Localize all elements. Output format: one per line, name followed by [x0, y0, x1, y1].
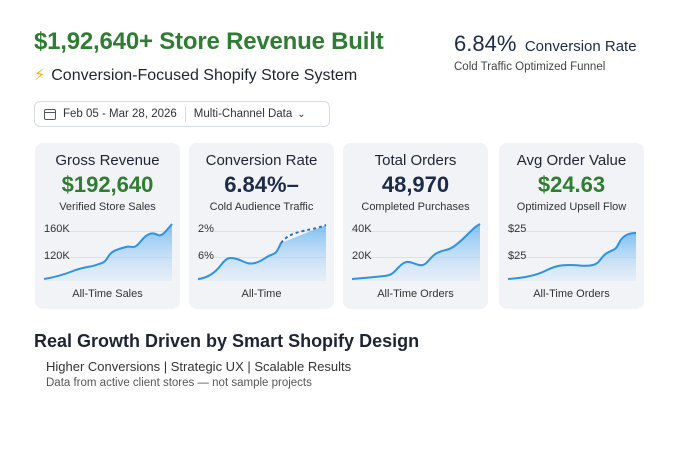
chevron-down-icon[interactable]: ⌄: [297, 108, 306, 120]
section-title: Real Growth Driven by Smart Shopify Desi…: [34, 331, 420, 351]
y-tick-label: 40K: [352, 223, 372, 235]
section-subtitle: Higher Conversions | Strategic UX | Scal…: [46, 359, 352, 374]
section-note: Data from active client stores — not sam…: [46, 377, 312, 389]
subline-text: Conversion-Focused Shopify Store System: [51, 67, 358, 84]
sparkline-area: [352, 224, 480, 281]
gridline: [351, 231, 480, 232]
y-tick-label: 2%: [198, 223, 214, 235]
card-desc: Verified Store Sales: [59, 201, 156, 213]
card-avg-order-value: Avg Order Value $24.63 Optimized Upsell …: [499, 143, 644, 309]
card-desc: Optimized Upsell Flow: [516, 201, 627, 213]
card-total-orders: Total Orders 48,970 Completed Purchases …: [343, 143, 488, 309]
subline: ⚡ Conversion-Focused Shopify Store System: [34, 65, 357, 85]
card-value: $24.63: [537, 172, 606, 197]
sparkline-chart: [507, 232, 637, 281]
divider: [184, 106, 186, 122]
card-footer: All-Time Orders: [533, 288, 610, 300]
sparkline-line: [507, 232, 637, 280]
card-desc: Cold Audience Traffic: [209, 201, 314, 213]
y-tick-label: 160K: [44, 223, 70, 235]
conversion-subtitle: Cold Traffic Optimized Funnel: [454, 61, 606, 73]
sparkline-line: [43, 223, 173, 280]
gridline: [43, 231, 172, 232]
card-value: 48,970: [381, 172, 450, 197]
y-tick-label: 6%: [198, 250, 214, 262]
gridline: [507, 257, 636, 258]
y-tick-label: 120K: [44, 250, 70, 262]
sparkline-chart: [197, 224, 327, 281]
card-gross-revenue: Gross Revenue $192,640 Verified Store Sa…: [35, 143, 180, 309]
card-title: Total Orders: [374, 152, 457, 169]
sparkline-chart: [351, 223, 481, 281]
y-tick-label: $25: [508, 250, 527, 262]
y-tick-label: $25: [508, 223, 527, 235]
sparkline-line: [197, 242, 282, 280]
date-range[interactable]: Feb 05 - Mar 28, 2026: [63, 108, 177, 120]
card-conversion-rate: Conversion Rate 6.84%– Cold Audience Tra…: [189, 143, 334, 309]
gridline: [351, 257, 480, 258]
calendar-icon: [44, 108, 56, 120]
sparkline-area: [508, 233, 636, 281]
date-filter-bar: Feb 05 - Mar 28, 2026 Multi-Channel Data…: [34, 101, 330, 127]
card-title: Conversion Rate: [205, 152, 318, 169]
gridline: [197, 257, 326, 258]
card-value: 6.84%–: [224, 172, 299, 197]
sparkline-chart: [43, 223, 173, 281]
gridline: [507, 231, 636, 232]
lightning-icon: ⚡: [34, 67, 46, 84]
headline: $1,92,640+ Store Revenue Built: [34, 28, 384, 55]
card-footer: All-Time: [241, 288, 282, 300]
card-value: $192,640: [61, 172, 154, 197]
card-title: Avg Order Value: [516, 152, 627, 169]
card-title: Gross Revenue: [55, 152, 160, 169]
y-tick-label: 20K: [352, 250, 372, 262]
conversion-summary: 6.84% Conversion Rate: [454, 31, 637, 57]
card-footer: All-Time Orders: [377, 288, 454, 300]
card-desc: Completed Purchases: [361, 201, 470, 213]
sparkline-area: [44, 224, 172, 281]
channel-select[interactable]: Multi-Channel Data: [193, 108, 293, 120]
card-footer: All-Time Sales: [72, 288, 143, 300]
sparkline-projection: [280, 224, 327, 244]
conversion-value: 6.84%: [454, 31, 517, 56]
gridline: [197, 231, 326, 232]
sparkline-line: [351, 223, 481, 280]
sparkline-area: [198, 225, 326, 281]
conversion-label: Conversion Rate: [524, 38, 637, 55]
